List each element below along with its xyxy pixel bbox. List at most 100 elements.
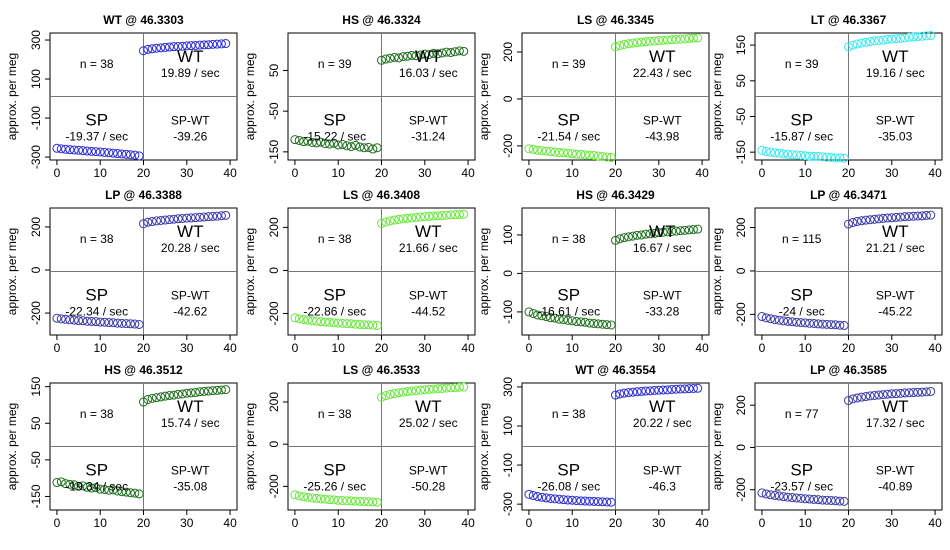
point <box>541 493 551 503</box>
x-tick-label: 10 <box>799 166 813 180</box>
point <box>173 389 183 399</box>
rate-label: -23.57 / sec <box>770 479 833 493</box>
x-tick-label: 30 <box>652 516 666 530</box>
point <box>312 138 322 148</box>
point <box>632 38 642 48</box>
point <box>524 307 534 317</box>
x-tick-label: 0 <box>526 341 533 355</box>
y-axis-label: approx. per meg <box>710 228 724 315</box>
panel-title: LP @ 46.3585 <box>810 363 887 377</box>
point <box>151 43 161 53</box>
point <box>563 495 573 505</box>
point <box>169 214 179 224</box>
point <box>783 149 793 159</box>
rate-label: -16.61 / sec <box>537 304 600 318</box>
x-tick-label: 10 <box>332 341 346 355</box>
point <box>641 37 651 47</box>
point <box>156 43 166 53</box>
point <box>606 497 616 507</box>
point <box>636 386 646 396</box>
point <box>805 318 815 328</box>
point <box>567 495 577 505</box>
point <box>800 151 810 161</box>
point <box>900 388 910 398</box>
point <box>126 488 136 498</box>
point <box>554 147 564 157</box>
point <box>294 135 304 145</box>
point <box>766 314 776 324</box>
point <box>381 217 391 227</box>
point <box>437 383 447 393</box>
point <box>316 317 326 327</box>
point <box>151 216 161 226</box>
y-tick-label: 150 <box>29 376 43 396</box>
x-tick-label: 20 <box>842 516 856 530</box>
x-tick-label: 20 <box>842 341 856 355</box>
point <box>684 384 694 394</box>
group-label: WT <box>415 222 441 241</box>
y-tick-label: 0 <box>501 95 515 102</box>
diff-name: SP-WT <box>643 463 682 477</box>
x-tick-label: 20 <box>375 516 389 530</box>
point <box>294 491 304 501</box>
point <box>813 319 823 329</box>
x-tick-label: 0 <box>526 166 533 180</box>
x-tick-label: 10 <box>566 166 580 180</box>
point <box>195 212 205 222</box>
point <box>654 228 664 238</box>
point <box>333 318 343 328</box>
point <box>355 142 365 152</box>
point <box>904 388 914 398</box>
point <box>56 314 66 324</box>
point <box>65 315 75 325</box>
point <box>312 316 322 326</box>
panel-title: HS @ 46.3324 <box>342 13 421 27</box>
group-label: WT <box>415 47 441 66</box>
point <box>385 53 395 63</box>
y-axis-label: approx. per meg <box>5 53 19 140</box>
point <box>381 54 391 64</box>
point <box>895 388 905 398</box>
group-label: SP <box>557 461 580 480</box>
point <box>869 214 879 224</box>
point <box>528 308 538 318</box>
point <box>852 39 862 49</box>
point <box>688 383 698 393</box>
point <box>831 320 841 330</box>
point <box>559 315 569 325</box>
point <box>887 34 897 44</box>
point <box>852 216 862 226</box>
group-label: WT <box>177 47 203 66</box>
point <box>844 396 853 406</box>
y-axis-label: approx. per meg <box>243 228 257 315</box>
group-label: SP <box>790 461 813 480</box>
rate-label: 25.02 / sec <box>399 416 458 430</box>
point <box>645 229 655 239</box>
point <box>290 490 300 500</box>
y-tick-label: 300 <box>501 377 515 397</box>
point <box>372 143 382 153</box>
panel-title: LS @ 46.3533 <box>343 363 420 377</box>
point <box>82 316 92 326</box>
group-label: SP <box>790 286 813 305</box>
point <box>316 494 326 504</box>
diff-name: SP-WT <box>171 463 210 477</box>
point <box>913 32 923 42</box>
point <box>216 39 226 49</box>
diff-name: SP-WT <box>643 288 682 302</box>
group-label: SP <box>557 286 580 305</box>
point <box>818 319 828 329</box>
point <box>598 151 608 161</box>
point <box>636 37 646 47</box>
point <box>865 37 875 47</box>
point <box>567 316 577 326</box>
rate-label: -19.34 / sec <box>65 479 128 493</box>
point <box>134 151 144 161</box>
point <box>69 480 79 490</box>
point <box>190 213 200 223</box>
diff-name: SP-WT <box>171 288 210 302</box>
point <box>649 36 659 46</box>
point <box>856 216 866 226</box>
point <box>441 383 451 393</box>
rate-label: -25.26 / sec <box>303 479 366 493</box>
